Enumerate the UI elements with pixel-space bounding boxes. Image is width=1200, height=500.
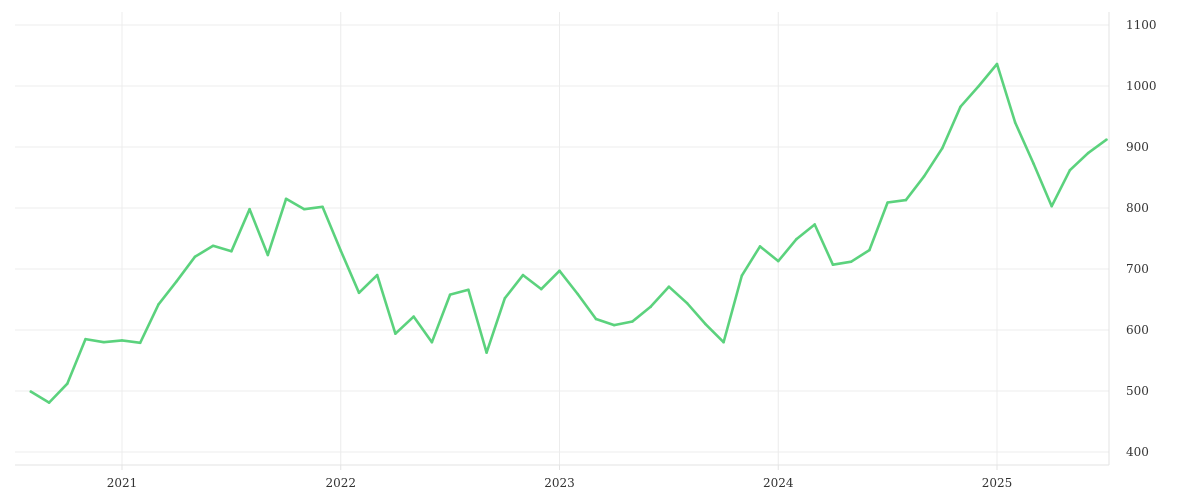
data-point bbox=[977, 84, 981, 88]
series-line bbox=[29, 62, 1108, 404]
data-point bbox=[175, 279, 178, 283]
data-point bbox=[412, 315, 415, 318]
data-point bbox=[120, 339, 124, 342]
data-point bbox=[302, 207, 306, 211]
data-point bbox=[211, 244, 215, 248]
series-layer bbox=[29, 62, 1108, 404]
data-point bbox=[631, 320, 634, 323]
data-point bbox=[704, 322, 707, 326]
data-point bbox=[539, 287, 543, 291]
data-point bbox=[995, 62, 999, 66]
data-point bbox=[66, 382, 69, 385]
x-tick-label: 2023 bbox=[544, 476, 575, 490]
data-point bbox=[339, 249, 343, 252]
data-point bbox=[740, 274, 744, 278]
data-point bbox=[266, 253, 270, 257]
data-point bbox=[649, 305, 652, 309]
data-point bbox=[886, 201, 889, 204]
data-point bbox=[375, 273, 379, 277]
data-point bbox=[467, 288, 470, 292]
data-point bbox=[959, 105, 962, 109]
data-point bbox=[503, 296, 507, 300]
y-tick-label: 600 bbox=[1126, 323, 1149, 337]
data-point bbox=[193, 255, 197, 259]
y-tick-label: 900 bbox=[1126, 140, 1149, 154]
data-point bbox=[84, 337, 87, 341]
data-point bbox=[612, 323, 616, 327]
data-point bbox=[576, 292, 580, 296]
data-point bbox=[157, 303, 160, 306]
data-point bbox=[394, 332, 397, 335]
data-point bbox=[594, 317, 598, 321]
y-tick-label: 700 bbox=[1126, 262, 1149, 276]
data-point bbox=[667, 285, 671, 288]
data-point bbox=[29, 390, 33, 393]
data-point bbox=[357, 291, 361, 295]
data-point bbox=[248, 207, 251, 211]
data-point bbox=[102, 340, 106, 344]
data-point bbox=[1050, 204, 1053, 208]
y-tick-label: 1100 bbox=[1126, 18, 1157, 32]
data-point bbox=[904, 198, 908, 202]
data-point bbox=[230, 250, 233, 253]
data-point bbox=[138, 341, 142, 345]
data-point bbox=[813, 223, 817, 226]
x-tick-label: 2025 bbox=[982, 476, 1013, 490]
x-tick-label: 2024 bbox=[763, 476, 794, 490]
data-point bbox=[1032, 162, 1035, 165]
data-point bbox=[1068, 168, 1072, 172]
y-tick-label: 400 bbox=[1126, 445, 1149, 459]
x-tick-labels: 2021 2022 2023 2024 2025 bbox=[107, 476, 1013, 490]
data-point bbox=[922, 174, 926, 178]
y-tick-label: 500 bbox=[1126, 384, 1149, 398]
x-tick-label: 2022 bbox=[325, 476, 356, 490]
x-gridlines bbox=[15, 12, 1109, 470]
data-point bbox=[558, 269, 561, 273]
data-point bbox=[941, 146, 944, 150]
data-point bbox=[831, 263, 835, 267]
data-point bbox=[1086, 151, 1090, 155]
data-point bbox=[284, 197, 288, 201]
data-point bbox=[868, 248, 871, 252]
data-point bbox=[1013, 121, 1017, 124]
data-point bbox=[758, 245, 762, 248]
data-point bbox=[47, 401, 51, 404]
data-point bbox=[321, 205, 324, 209]
data-point bbox=[849, 260, 853, 263]
y-tick-labels: 400 500 600 700 800 900 1000 1100 bbox=[1126, 18, 1157, 459]
data-point bbox=[485, 351, 488, 354]
data-point bbox=[776, 259, 780, 263]
data-point bbox=[685, 301, 689, 305]
data-point bbox=[521, 273, 525, 277]
y-gridlines bbox=[15, 24, 1109, 453]
x-tick-label: 2021 bbox=[107, 476, 138, 490]
y-tick-label: 800 bbox=[1126, 201, 1149, 215]
data-point bbox=[430, 340, 434, 344]
data-point bbox=[795, 237, 798, 241]
data-point bbox=[448, 293, 452, 296]
data-point bbox=[1105, 138, 1108, 141]
y-tick-label: 1000 bbox=[1126, 79, 1157, 93]
data-point bbox=[722, 340, 725, 344]
